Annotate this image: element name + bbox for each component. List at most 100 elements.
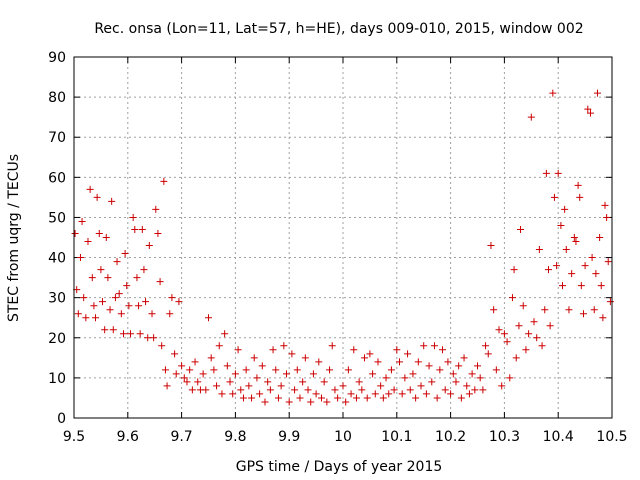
data-point	[395, 358, 403, 366]
data-point	[460, 354, 468, 362]
data-point	[144, 334, 152, 342]
data-point	[154, 229, 162, 237]
data-point	[158, 342, 166, 350]
data-point	[352, 394, 360, 402]
data-point	[334, 394, 342, 402]
data-point	[78, 217, 86, 225]
data-point	[576, 193, 584, 201]
y-tick-label: 50	[48, 210, 66, 226]
data-point	[361, 354, 369, 362]
grid	[74, 57, 612, 418]
data-point	[500, 330, 508, 338]
data-point	[115, 290, 123, 298]
data-point	[588, 254, 596, 262]
data-point	[150, 334, 158, 342]
data-point	[168, 294, 176, 302]
x-tick-label: 9.6	[117, 429, 139, 445]
data-point	[561, 205, 569, 213]
data-point	[369, 370, 377, 378]
data-point	[234, 346, 242, 354]
data-point	[125, 302, 133, 310]
data-point	[131, 225, 139, 233]
data-point	[546, 322, 554, 330]
data-point	[492, 366, 500, 374]
data-point	[342, 398, 350, 406]
data-point	[503, 338, 511, 346]
data-point	[136, 330, 144, 338]
data-point	[326, 366, 334, 374]
data-point	[304, 386, 312, 394]
data-point	[221, 330, 229, 338]
data-point	[549, 89, 557, 97]
data-point	[382, 374, 390, 382]
data-point	[90, 302, 98, 310]
data-point	[215, 342, 223, 350]
data-point	[490, 306, 498, 314]
data-point	[293, 366, 301, 374]
data-point	[245, 382, 253, 390]
data-point	[148, 310, 156, 318]
data-point	[256, 390, 264, 398]
y-tick-label: 90	[48, 50, 66, 66]
x-tick-label: 9.7	[170, 429, 192, 445]
data-point	[163, 382, 171, 390]
data-point	[194, 378, 202, 386]
data-point	[358, 386, 366, 394]
data-point	[441, 386, 449, 394]
data-point	[476, 374, 484, 382]
data-point	[237, 386, 245, 394]
data-point	[180, 374, 188, 382]
data-point	[545, 266, 553, 274]
data-point	[231, 370, 239, 378]
data-point	[108, 197, 116, 205]
data-point	[320, 378, 328, 386]
data-point	[465, 390, 473, 398]
data-point	[126, 330, 134, 338]
data-point	[574, 181, 582, 189]
data-point	[565, 306, 573, 314]
data-point	[285, 398, 293, 406]
data-point	[175, 298, 183, 306]
data-point	[355, 378, 363, 386]
data-point	[283, 370, 291, 378]
data-point	[398, 390, 406, 398]
data-point	[457, 394, 465, 402]
data-point	[210, 366, 218, 374]
data-point	[344, 366, 352, 374]
data-point	[577, 282, 585, 290]
x-tick-label: 10.5	[596, 429, 627, 445]
x-tick-label: 9.9	[278, 429, 300, 445]
data-point	[512, 354, 520, 362]
data-point	[510, 266, 518, 274]
data-point	[239, 394, 247, 402]
data-point	[272, 366, 280, 374]
data-point	[205, 314, 212, 322]
data-point	[111, 294, 119, 302]
data-point	[109, 326, 117, 334]
data-point	[207, 354, 215, 362]
data-point	[590, 306, 598, 314]
data-point	[586, 109, 594, 117]
data-point	[487, 242, 495, 250]
x-tick-label: 10.4	[543, 429, 574, 445]
data-point	[135, 302, 143, 310]
y-axis-label: STEC from uqrg / TECUs	[6, 154, 22, 322]
data-point	[519, 302, 527, 310]
data-point	[387, 366, 395, 374]
data-point	[99, 298, 107, 306]
data-point	[570, 234, 578, 241]
data-point	[604, 258, 612, 266]
data-point	[422, 390, 430, 398]
data-point	[393, 346, 401, 354]
data-point	[82, 314, 90, 322]
data-point	[133, 274, 141, 282]
data-point	[474, 362, 481, 370]
data-point	[152, 205, 160, 213]
data-point	[506, 374, 514, 382]
data-point	[113, 258, 121, 266]
data-point	[84, 238, 92, 246]
data-point	[412, 394, 420, 402]
data-point	[479, 386, 487, 394]
data-point	[347, 390, 355, 398]
